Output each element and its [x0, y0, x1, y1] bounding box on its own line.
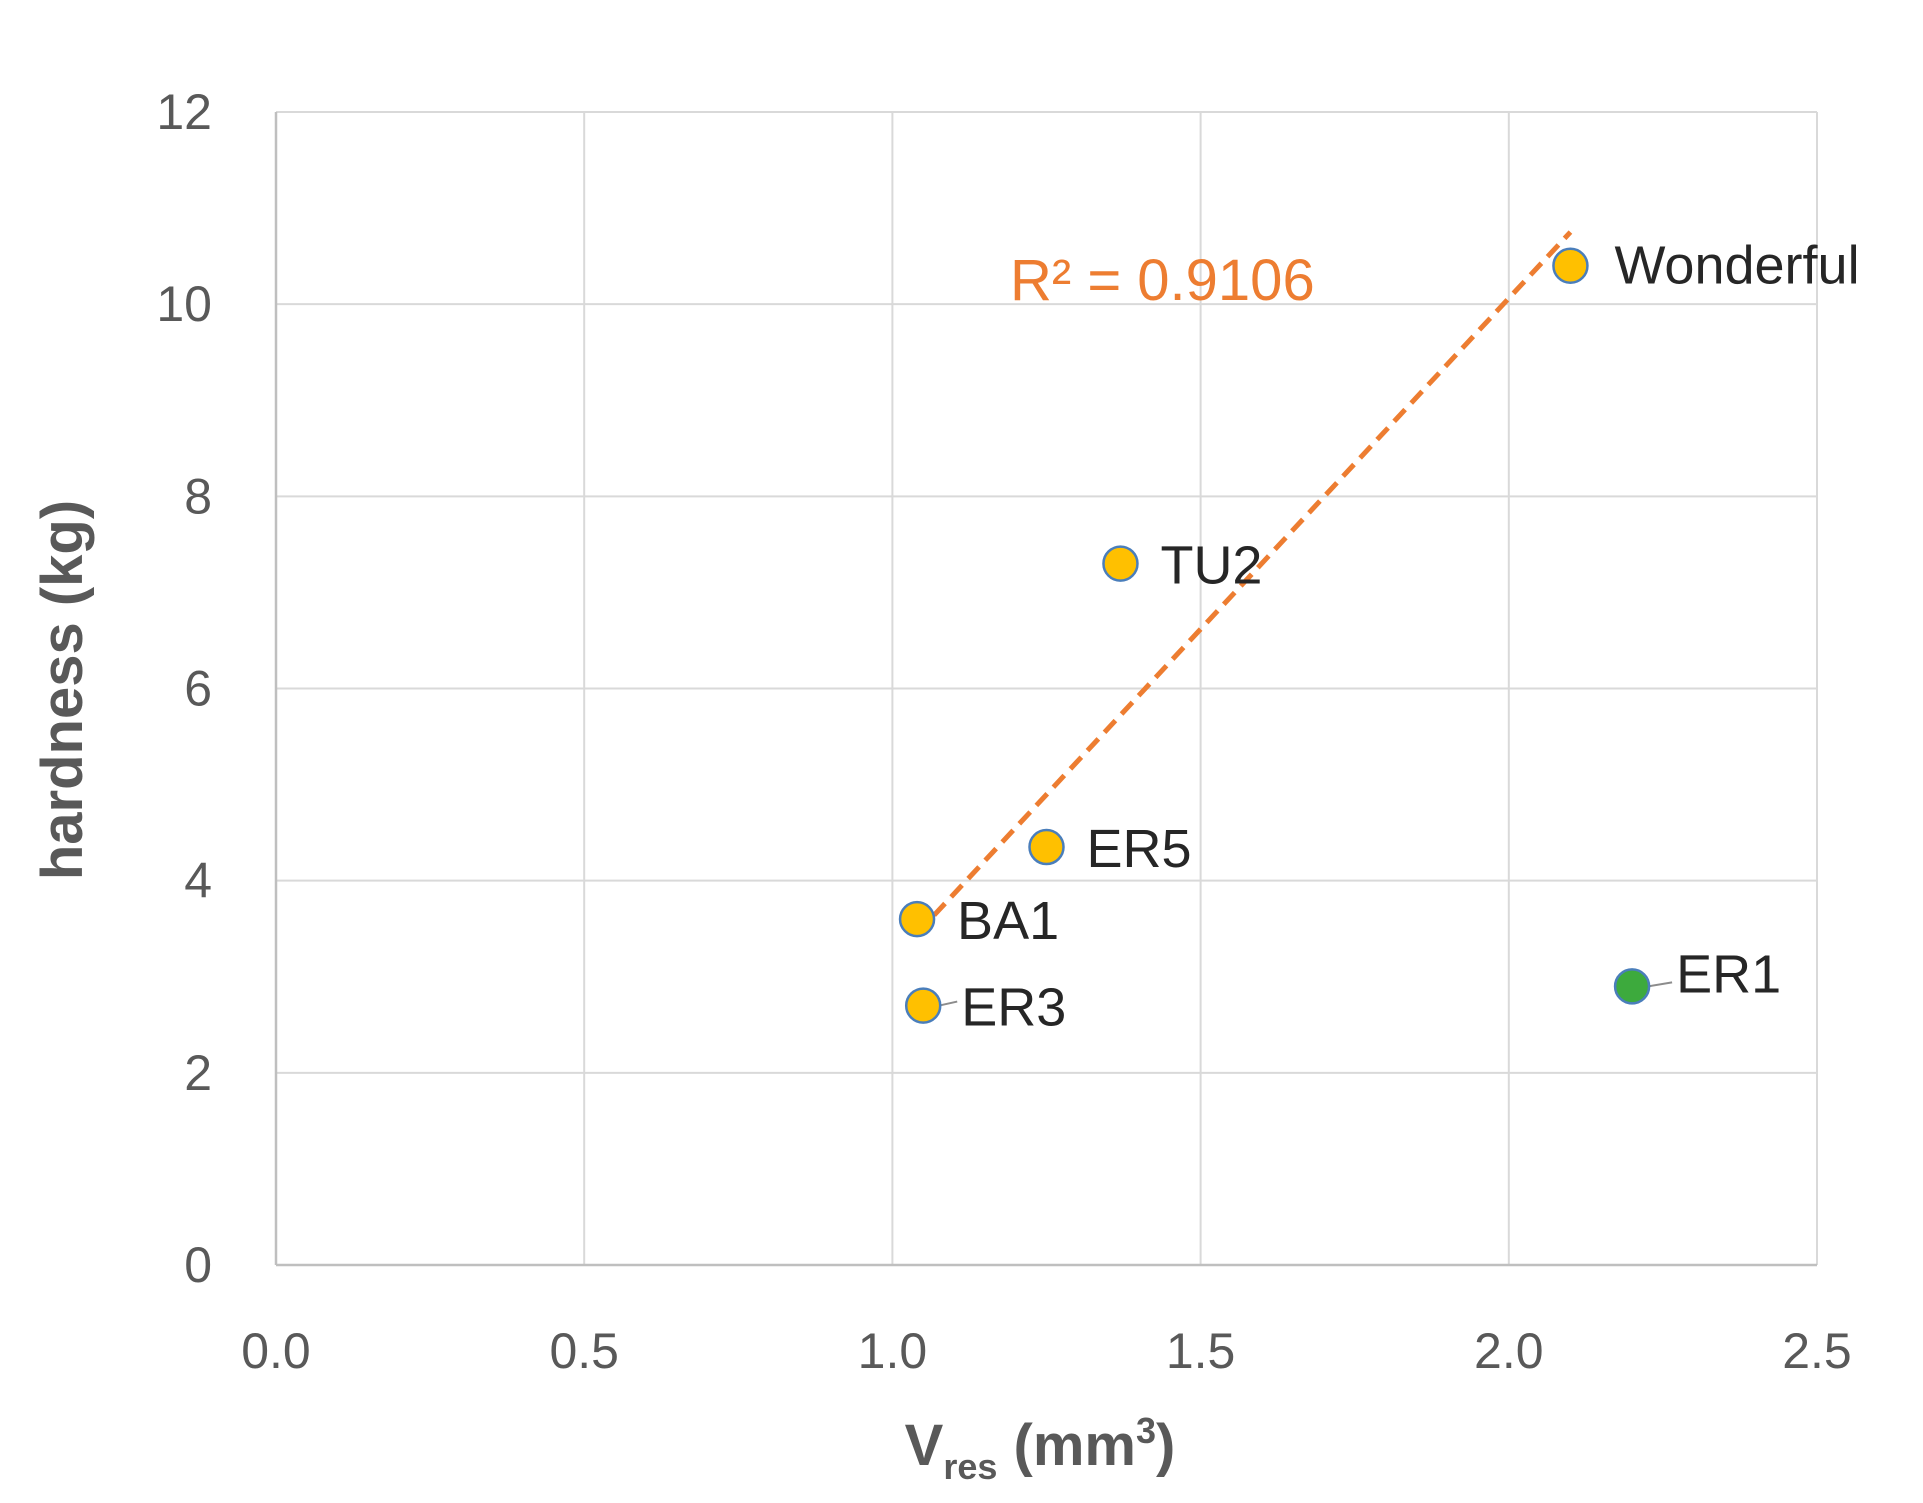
data-point — [904, 987, 942, 1024]
leader-line — [939, 1000, 958, 1007]
x-axis-title-superscript: 3 — [1136, 1410, 1156, 1451]
x-axis-title-unit: (mm — [997, 1413, 1136, 1478]
data-point — [898, 900, 936, 938]
x-axis-title: Vres (mm3) — [905, 1410, 1176, 1487]
x-tick-label: 1.0 — [858, 1323, 928, 1379]
x-tick-label: 2.5 — [1782, 1323, 1852, 1379]
x-tick-label: 1.5 — [1166, 1323, 1236, 1379]
y-tick-label: 2 — [184, 1045, 212, 1101]
y-tick-label: 10 — [156, 276, 212, 332]
data-point-label: ER1 — [1676, 944, 1781, 1004]
y-tick-label: 0 — [184, 1237, 212, 1293]
axes: 0 2 4 6 8 10 12 0.0 0.5 1.0 1.5 2.0 2.5 — [156, 84, 1851, 1379]
data-point-label: ER3 — [961, 978, 1066, 1038]
leader-line — [1647, 981, 1673, 988]
x-axis-title-subscript: res — [943, 1446, 997, 1487]
y-tick-label: 6 — [184, 661, 212, 717]
trendline-group — [915, 230, 1573, 936]
y-tick-label: 12 — [156, 84, 212, 140]
y-axis-title: hardness (kg) — [30, 500, 95, 880]
data-point — [1102, 545, 1139, 582]
data-point — [1028, 828, 1065, 866]
data-point-label: BA1 — [957, 891, 1059, 951]
r-squared-label: R² = 0.9106 — [1010, 248, 1315, 313]
x-tick-label: 2.0 — [1474, 1323, 1544, 1379]
trendline — [915, 230, 1573, 936]
data-point — [1552, 247, 1589, 284]
data-point-label: TU2 — [1160, 536, 1262, 596]
x-axis-title-close: ) — [1156, 1413, 1175, 1478]
data-points: Wonderful TU2 ER5 BA1 ER3 ER1 — [898, 236, 1860, 1038]
data-point-label: ER5 — [1087, 819, 1192, 879]
grid-lines — [276, 111, 1818, 1265]
data-point-label: Wonderful — [1614, 236, 1859, 296]
y-tick-label: 4 — [184, 853, 212, 909]
y-tick-label: 8 — [184, 468, 212, 524]
x-tick-label: 0.0 — [241, 1323, 311, 1379]
data-point — [1613, 968, 1651, 1005]
x-tick-label: 0.5 — [549, 1323, 619, 1379]
x-axis-title-main: V — [905, 1413, 944, 1478]
